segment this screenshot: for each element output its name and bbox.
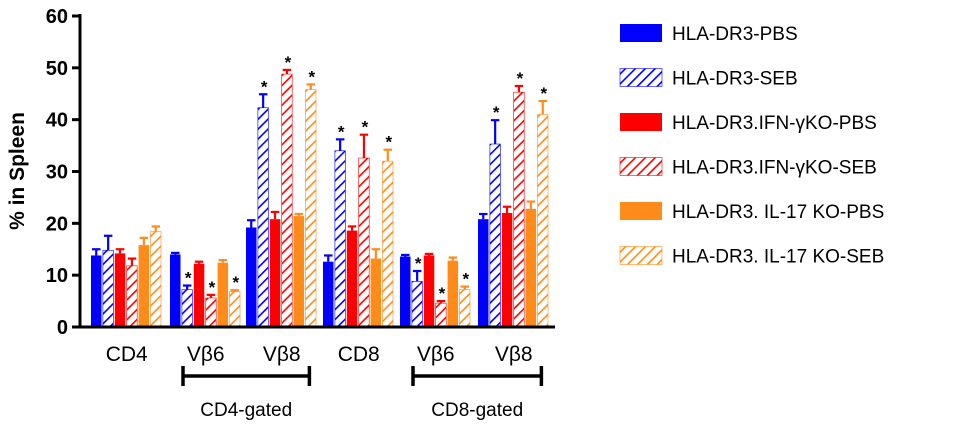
bar <box>346 230 358 327</box>
significance-star: * <box>462 270 469 289</box>
bar <box>382 160 394 328</box>
significance-star: * <box>232 273 239 292</box>
y-tick-label: 10 <box>46 265 68 287</box>
bar <box>114 253 126 327</box>
legend-label: HLA-DR3-PBS <box>672 24 798 45</box>
bar <box>478 219 489 327</box>
bar <box>91 255 102 327</box>
y-axis-label: % in Spleen <box>6 112 29 230</box>
bar <box>170 254 181 327</box>
bar <box>229 291 241 328</box>
bar <box>489 143 501 328</box>
x-tick-labels: CD4 Vβ6 Vβ8 CD8 Vβ6 Vβ8 <box>106 343 533 366</box>
y-tick-label: 60 <box>46 6 68 28</box>
bar <box>447 260 459 327</box>
legend-label: HLA-DR3. IL-17 KO-SEB <box>672 247 884 268</box>
significance-star: * <box>439 284 446 303</box>
legend-label: HLA-DR3-SEB <box>672 69 798 90</box>
gate-label: CD4-gated <box>200 400 292 421</box>
significance-star: * <box>338 122 345 141</box>
bar <box>305 89 317 328</box>
bar <box>525 208 537 327</box>
bar <box>150 231 162 328</box>
bar <box>323 261 334 327</box>
y-tick-label: 50 <box>46 58 68 80</box>
significance-star: * <box>185 269 192 288</box>
bar <box>269 219 281 327</box>
legend-swatch <box>620 24 662 42</box>
bar <box>435 302 447 328</box>
legend-swatch <box>619 246 663 265</box>
bar <box>513 91 525 328</box>
bar <box>370 258 382 327</box>
significance-star: * <box>285 53 292 72</box>
bar <box>293 216 305 327</box>
significance-star: * <box>385 133 392 152</box>
y-tick-label: 40 <box>46 110 68 132</box>
bar <box>501 212 513 327</box>
bar <box>217 262 229 327</box>
bars: * * * * * * * * * * * * * * * <box>91 53 549 328</box>
gate-label: CD8-gated <box>431 400 523 421</box>
bar <box>411 281 423 328</box>
significance-star: * <box>415 254 422 273</box>
significance-star: * <box>261 77 268 96</box>
y-tick-label: 30 <box>46 162 68 184</box>
significance-star: * <box>308 67 315 86</box>
gating-brackets: CD4-gated CD8-gated <box>181 366 544 421</box>
bar <box>126 265 138 328</box>
bar <box>246 227 257 327</box>
significance-star: * <box>517 69 524 88</box>
y-tick-label: 20 <box>46 213 68 235</box>
significance-star: * <box>493 103 500 122</box>
legend-swatch <box>620 202 662 220</box>
x-tick-label: CD8 <box>338 343 380 366</box>
bar <box>334 150 346 328</box>
y-axis: 0 10 20 30 40 50 60 <box>46 6 82 339</box>
legend-swatch <box>619 157 663 176</box>
bar <box>181 289 193 328</box>
legend: HLA-DR3-PBS HLA-DR3-SEB HLA-DR3.IFN-γKO-PB… <box>619 24 884 268</box>
bar <box>281 73 293 328</box>
bar <box>459 289 471 328</box>
bar <box>102 249 114 328</box>
y-tick-label: 0 <box>57 317 68 339</box>
bar <box>138 245 150 327</box>
legend-swatch <box>619 68 663 87</box>
bar <box>205 297 217 328</box>
legend-swatch <box>620 113 662 131</box>
legend-label: HLA-DR3. IL-17 KO-PBS <box>672 202 884 223</box>
bar <box>400 256 411 327</box>
x-tick-label: Vβ6 <box>417 343 455 366</box>
legend-label: HLA-DR3.IFN-γKO-SEB <box>672 158 877 179</box>
significance-star: * <box>362 118 369 137</box>
bar <box>537 114 549 328</box>
x-tick-label: Vβ8 <box>495 343 533 366</box>
bar <box>358 157 370 328</box>
x-tick-label: CD4 <box>106 343 148 366</box>
legend-label: HLA-DR3.IFN-γKO-PBS <box>672 113 877 134</box>
x-tick-label: Vβ6 <box>187 343 225 366</box>
significance-star: * <box>209 278 216 297</box>
bar <box>193 263 205 327</box>
x-tick-label: Vβ8 <box>263 343 301 366</box>
bar <box>257 107 269 328</box>
bar <box>423 255 435 327</box>
significance-star: * <box>540 84 547 103</box>
